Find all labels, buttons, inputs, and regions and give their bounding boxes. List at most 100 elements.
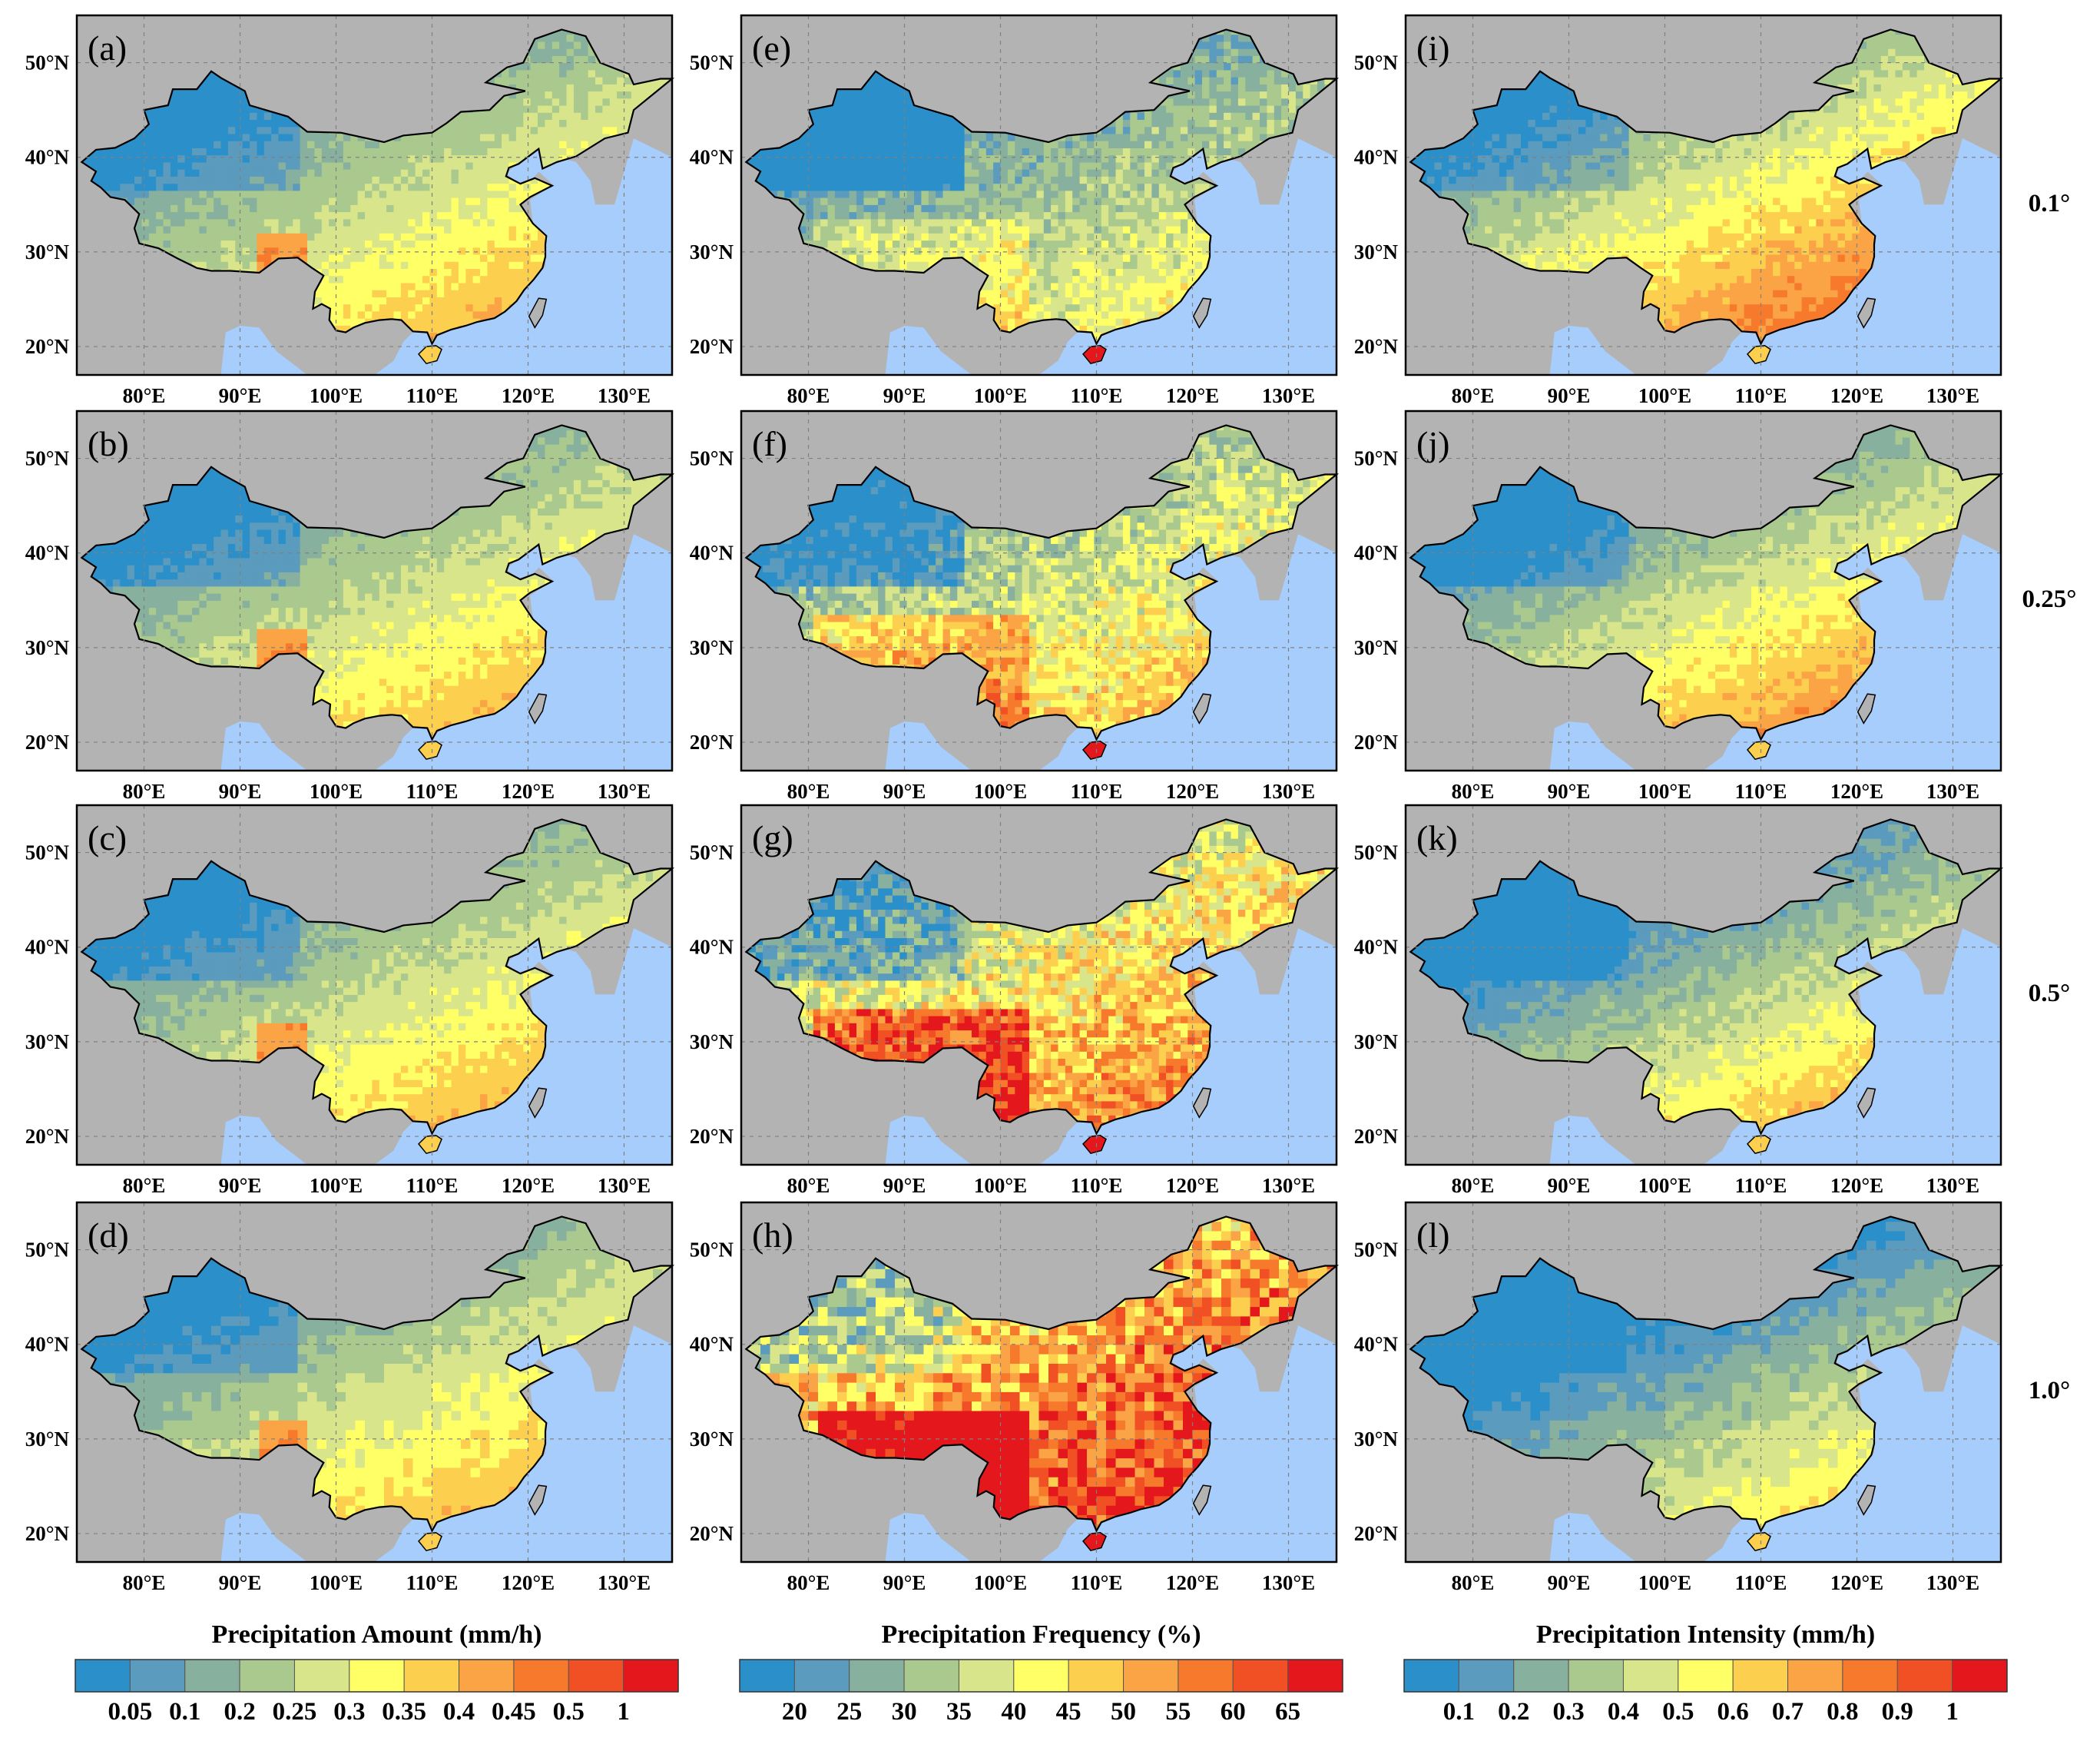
- panel-letter: (f): [752, 424, 787, 463]
- panel-letter: (j): [1416, 424, 1449, 463]
- lon-tick-label: 130°E: [598, 384, 651, 407]
- lon-tick-label: 110°E: [406, 384, 459, 407]
- panel-letter: (e): [752, 28, 791, 68]
- colorbar-tick-label: 60: [1221, 1698, 1246, 1726]
- panel-letter: (d): [88, 1215, 129, 1255]
- lon-tick-label: 120°E: [502, 1571, 555, 1594]
- colorbar-tick-label: 0.6: [1717, 1698, 1749, 1726]
- colorbar-tick-label: 0.45: [492, 1698, 536, 1726]
- colorbar-tick-label: 25: [836, 1698, 862, 1726]
- lat-tick-label: 30°N: [25, 240, 70, 264]
- lon-tick-label: 110°E: [1071, 1571, 1123, 1594]
- colorbar-tick-label: 0.25: [273, 1698, 317, 1726]
- colorbar-swatch: [294, 1660, 349, 1692]
- lon-tick-label: 110°E: [1735, 780, 1787, 803]
- colorbar-swatch: [130, 1660, 184, 1692]
- lat-tick-label: 40°N: [25, 936, 70, 959]
- lon-tick-label: 100°E: [1638, 384, 1691, 407]
- colorbar-tick-label: 35: [946, 1698, 972, 1726]
- panel-letter: (i): [1416, 28, 1449, 68]
- lon-tick-label: 130°E: [1262, 1571, 1315, 1594]
- lon-tick-label: 80°E: [1452, 384, 1495, 407]
- lat-tick-label: 30°N: [25, 636, 70, 659]
- lon-tick-label: 90°E: [219, 780, 262, 803]
- lon-tick-label: 100°E: [974, 1174, 1027, 1197]
- colorbar-swatch: [459, 1660, 514, 1692]
- colorbar-swatch: [185, 1660, 240, 1692]
- lon-tick-label: 80°E: [123, 780, 166, 803]
- colorbar-swatch: [1788, 1660, 1843, 1692]
- lat-tick-label: 30°N: [1354, 1428, 1399, 1451]
- lat-tick-label: 50°N: [1354, 447, 1399, 470]
- panel-letter: (c): [88, 818, 127, 857]
- colorbar-swatch: [1623, 1660, 1678, 1692]
- lon-tick-label: 80°E: [787, 1571, 830, 1594]
- lon-tick-label: 90°E: [1548, 384, 1591, 407]
- lon-tick-label: 90°E: [883, 1174, 926, 1197]
- panel-letter: (h): [752, 1215, 793, 1255]
- lon-tick-label: 100°E: [1638, 780, 1691, 803]
- lon-tick-label: 130°E: [1262, 384, 1315, 407]
- lat-tick-label: 20°N: [25, 1125, 70, 1148]
- lat-tick-label: 40°N: [1354, 146, 1399, 169]
- colorbar-swatch: [1404, 1660, 1459, 1692]
- lon-tick-label: 80°E: [123, 1571, 166, 1594]
- lat-tick-label: 50°N: [25, 1239, 70, 1262]
- colorbar-swatch: [1459, 1660, 1513, 1692]
- lon-tick-label: 80°E: [787, 384, 830, 407]
- colorbar-tick-label: 0.4: [1608, 1698, 1639, 1726]
- colorbar-swatch: [1233, 1660, 1287, 1692]
- colorbar-tick-label: 50: [1111, 1698, 1136, 1726]
- lon-tick-label: 120°E: [1830, 1174, 1883, 1197]
- colorbar-swatch: [959, 1660, 1013, 1692]
- colorbar-swatch: [1124, 1660, 1178, 1692]
- lon-tick-label: 100°E: [974, 780, 1027, 803]
- colorbar-tick-label: 0.1: [169, 1698, 200, 1726]
- colorbar-tick-label: 20: [782, 1698, 807, 1726]
- lon-tick-label: 90°E: [219, 384, 262, 407]
- lat-tick-label: 30°N: [1354, 636, 1399, 659]
- lon-tick-label: 120°E: [502, 1174, 555, 1197]
- lat-tick-label: 30°N: [25, 1030, 70, 1053]
- colorbar-swatch: [240, 1660, 294, 1692]
- colorbar-swatch: [1843, 1660, 1897, 1692]
- lon-tick-label: 80°E: [1452, 1571, 1495, 1594]
- lat-tick-label: 20°N: [690, 731, 734, 754]
- colorbar-tick-label: 0.4: [443, 1698, 475, 1726]
- resolution-label: 0.1°: [2029, 190, 2070, 217]
- colorbar-tick-label: 30: [892, 1698, 917, 1726]
- lat-tick-label: 30°N: [690, 1428, 734, 1451]
- lon-tick-label: 100°E: [310, 1571, 363, 1594]
- lon-tick-label: 130°E: [1926, 1174, 1979, 1197]
- lon-tick-label: 130°E: [1926, 780, 1979, 803]
- lon-tick-label: 120°E: [1830, 780, 1883, 803]
- lat-tick-label: 50°N: [1354, 51, 1399, 75]
- panel-letter: (k): [1416, 818, 1458, 857]
- lon-tick-label: 90°E: [1548, 780, 1591, 803]
- lat-tick-label: 40°N: [1354, 936, 1399, 959]
- lon-tick-label: 80°E: [787, 780, 830, 803]
- lon-tick-label: 110°E: [1735, 1174, 1787, 1197]
- lat-tick-label: 50°N: [1354, 841, 1399, 864]
- lon-tick-label: 110°E: [1735, 1571, 1787, 1594]
- resolution-label: 0.5°: [2029, 980, 2070, 1007]
- lon-tick-label: 90°E: [219, 1174, 262, 1197]
- lat-tick-label: 50°N: [25, 51, 70, 75]
- lat-tick-label: 40°N: [690, 146, 734, 169]
- colorbar-swatch: [568, 1660, 623, 1692]
- colorbar-swatch: [794, 1660, 849, 1692]
- colorbar-tick-label: 0.1: [1443, 1698, 1475, 1726]
- lon-tick-label: 100°E: [1638, 1174, 1691, 1197]
- panel-letter: (b): [88, 424, 129, 463]
- lon-tick-label: 120°E: [1166, 780, 1219, 803]
- lon-tick-label: 90°E: [219, 1571, 262, 1594]
- colorbar-tick-label: 45: [1056, 1698, 1081, 1726]
- resolution-label: 1.0°: [2029, 1377, 2070, 1404]
